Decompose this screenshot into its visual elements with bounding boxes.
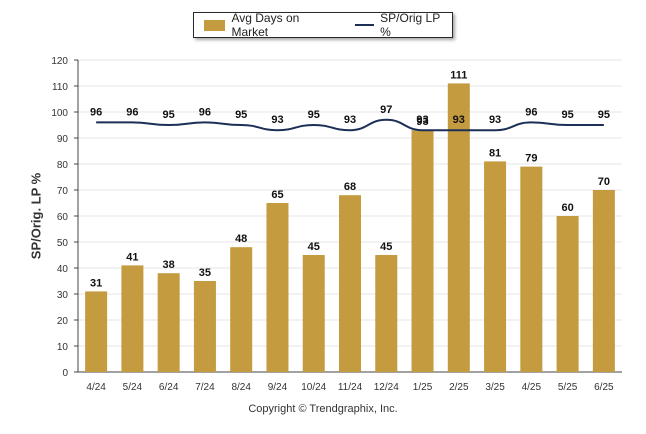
y-tick-label: 30	[57, 290, 69, 301]
legend-bar-label: Avg Days on Market	[231, 11, 300, 39]
bar-2/25	[447, 83, 470, 373]
copyright-text: Copyright © Trendgraphix, Inc.	[248, 403, 398, 415]
bar-value-label: 31	[90, 277, 102, 289]
x-tick-label: 8/24	[231, 382, 251, 393]
line-value-label: 95	[308, 109, 320, 121]
bar-3/25	[484, 161, 507, 372]
line-value-label: 93	[416, 114, 428, 126]
y-tick-label: 100	[51, 108, 68, 119]
x-tick-label: 7/24	[195, 382, 215, 393]
y-tick-label: 0	[62, 368, 68, 379]
bar-value-label: 60	[561, 202, 573, 214]
bar-7/24	[193, 281, 216, 372]
x-tick-label: 6/24	[159, 382, 179, 393]
bar-value-label: 38	[163, 259, 175, 271]
x-tick-label: 1/25	[413, 382, 433, 393]
x-tick-label: 3/25	[485, 382, 505, 393]
line-value-label: 96	[199, 106, 211, 118]
bar-value-label: 79	[525, 153, 537, 165]
line-value-label: 95	[561, 109, 573, 121]
bar-value-label: 41	[126, 251, 138, 263]
y-tick-label: 70	[57, 186, 69, 197]
line-value-label: 96	[90, 106, 102, 118]
data-labels: 31 41 38 35 48 65 45 68 45 93 111 81 79 60 70 96 96 95 96 9…	[90, 69, 610, 289]
line-value-label: 93	[489, 114, 501, 126]
x-tick-label: 9/24	[268, 382, 288, 393]
bar-value-label: 111	[450, 69, 467, 81]
y-tick-label: 20	[57, 316, 69, 327]
bar-12/24	[375, 255, 398, 372]
legend-line-label: SP/Orig LP %	[380, 11, 440, 39]
bar-5/24	[121, 265, 144, 372]
legend-item-line: SP/Orig LP %	[337, 11, 452, 39]
x-tick-label: 6/25	[594, 382, 614, 393]
y-tick-label: 120	[51, 56, 68, 67]
bar-1/25	[411, 130, 434, 372]
line-sp-orig-lp	[96, 118, 604, 132]
y-axis-title: SP/Orig. LP %	[28, 172, 44, 260]
y-tick-label: 60	[57, 212, 69, 223]
bar-value-label: 65	[271, 189, 283, 201]
x-tick-label: 5/25	[558, 382, 578, 393]
x-tick-label: 11/24	[338, 382, 363, 393]
legend-line-swatch	[354, 24, 375, 26]
bar-5/25	[556, 216, 579, 372]
bar-value-label: 68	[344, 181, 356, 193]
bar-value-label: 35	[199, 267, 211, 279]
bar-8/24	[230, 247, 253, 372]
x-tick-label: 4/24	[86, 382, 106, 393]
bar-value-label: 93	[416, 116, 428, 128]
line-series	[96, 118, 604, 132]
bar-value-label: 45	[380, 241, 392, 253]
bar-value-label: 48	[235, 233, 247, 245]
line-value-label: 95	[598, 109, 610, 121]
legend: Avg Days on Market SP/Orig LP %	[193, 11, 453, 39]
line-value-label: 93	[271, 114, 283, 126]
bar-4/25	[520, 166, 543, 372]
bar-6/24	[157, 273, 180, 372]
line-value-label: 96	[126, 106, 138, 118]
bar-10/24	[302, 255, 325, 372]
y-tick-label: 10	[57, 342, 69, 353]
y-tick-label: 90	[57, 134, 69, 145]
x-tick-label: 12/24	[374, 382, 399, 393]
bars	[85, 83, 615, 373]
line-value-label: 95	[235, 109, 247, 121]
x-tick-label: 5/24	[123, 382, 143, 393]
x-tick-label: 4/25	[522, 382, 542, 393]
x-tick-label: 2/25	[449, 382, 469, 393]
line-value-label: 93	[344, 114, 356, 126]
bar-value-label: 81	[489, 147, 501, 159]
legend-item-bars: Avg Days on Market	[194, 11, 337, 39]
x-tick-label: 10/24	[301, 382, 326, 393]
y-tick-label: 50	[57, 238, 69, 249]
bar-value-label: 70	[598, 176, 610, 188]
line-value-label: 96	[525, 106, 537, 118]
bar-11/24	[339, 195, 361, 372]
line-value-label: 95	[163, 109, 175, 121]
y-tick-label: 110	[52, 82, 68, 93]
bar-9/24	[266, 203, 289, 372]
legend-bar-swatch	[204, 19, 226, 31]
line-value-label: 93	[453, 114, 465, 126]
y-tick-label: 40	[57, 264, 69, 275]
bar-6/25	[592, 190, 615, 372]
bar-4/24	[85, 291, 108, 372]
y-tick-label: 80	[57, 160, 69, 171]
line-value-label: 97	[380, 104, 392, 116]
bar-value-label: 45	[308, 241, 320, 253]
